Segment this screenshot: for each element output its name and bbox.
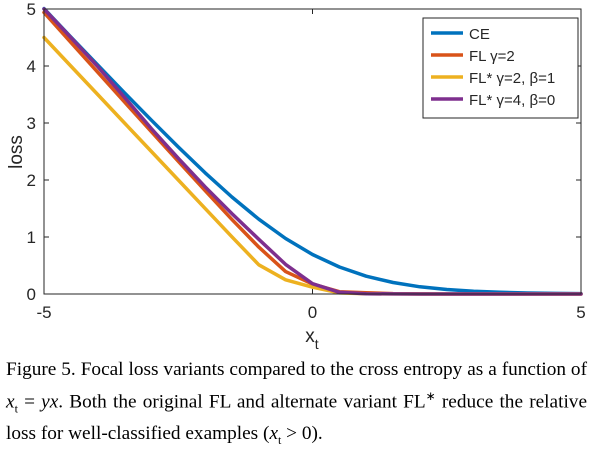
x-axis-label-subscript: t [315, 336, 319, 352]
y-tick-label-5: 5 [27, 0, 36, 19]
y-tick-label-4: 4 [27, 57, 36, 76]
legend-items: CE FL γ=2 FL* γ=2, β=1 FL* γ=4, β=0 [431, 26, 555, 109]
caption-eq-sub: t [14, 401, 18, 416]
y-tick-label-0: 0 [27, 285, 36, 304]
legend-label-0: CE [469, 26, 490, 43]
y-tick-label-1: 1 [27, 228, 36, 247]
legend-label-2: FL* γ=2, β=1 [469, 70, 555, 87]
legend: CE FL γ=2 FL* γ=2, β=1 FL* γ=4, β=0 [422, 17, 579, 119]
legend-label-1: FL γ=2 [469, 48, 515, 65]
caption-text-3: reduce the relative loss for well-classi… [6, 391, 587, 445]
series-line-0 [42, 6, 583, 296]
y-tick-label-3: 3 [27, 114, 36, 133]
caption-label: Figure 5. [6, 359, 76, 380]
caption-sup: ∗ [425, 389, 436, 403]
x-tick-label-2: 5 [576, 303, 585, 322]
caption-cond-rest: > 0). [281, 423, 323, 445]
caption-cond-sub: t [278, 433, 282, 448]
y-tick-label-2: 2 [27, 171, 36, 190]
caption-eq-rhs: yx [41, 391, 59, 413]
legend-label-3: FL* γ=4, β=0 [469, 92, 555, 109]
figure-caption: Figure 5. Focal loss variants compared t… [6, 357, 587, 453]
caption-eq-mid: = [17, 391, 42, 413]
x-axis-ticks: -5 0 5 [36, 9, 586, 322]
caption-cond-x: x [269, 423, 278, 445]
caption-text-2: . Both the original FL and alternate var… [58, 391, 426, 413]
x-axis-label-main: x [305, 326, 315, 347]
caption-text-1: Focal loss variants compared to the cros… [80, 359, 587, 380]
caption-eq-x: x [6, 391, 15, 413]
x-axis-label: xt [305, 326, 319, 352]
y-axis-label: loss [6, 135, 27, 169]
x-tick-label-0: -5 [36, 303, 51, 322]
x-tick-label-1: 0 [308, 303, 317, 322]
